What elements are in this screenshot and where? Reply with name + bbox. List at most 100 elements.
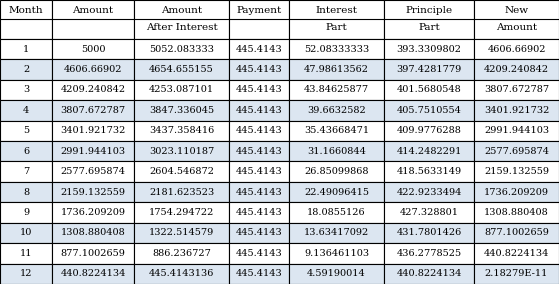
Text: 431.7801426: 431.7801426: [396, 228, 462, 237]
Bar: [229, 202, 289, 223]
Bar: [289, 141, 384, 161]
Bar: [474, 243, 559, 264]
Text: 422.9233494: 422.9233494: [396, 187, 462, 197]
Text: Amount: Amount: [496, 24, 537, 32]
Text: 52.08333333: 52.08333333: [304, 45, 369, 54]
Text: 11: 11: [20, 249, 32, 258]
Text: 2.18279E-11: 2.18279E-11: [485, 269, 548, 278]
Bar: [474, 202, 559, 223]
Bar: [134, 161, 229, 182]
Text: 445.4143: 445.4143: [236, 147, 282, 156]
Text: 397.4281779: 397.4281779: [396, 65, 462, 74]
Text: 2991.944103: 2991.944103: [484, 126, 549, 135]
Bar: [52, 80, 134, 100]
Bar: [0, 100, 52, 120]
Bar: [289, 161, 384, 182]
Bar: [0, 243, 52, 264]
Text: 440.8224134: 440.8224134: [60, 269, 126, 278]
Bar: [474, 264, 559, 284]
Text: 440.8224134: 440.8224134: [396, 269, 462, 278]
Text: 409.9776288: 409.9776288: [396, 126, 461, 135]
Text: Month: Month: [9, 6, 43, 15]
Bar: [0, 161, 52, 182]
Bar: [474, 100, 559, 120]
Text: 2181.623523: 2181.623523: [149, 187, 214, 197]
Bar: [229, 80, 289, 100]
Text: 8: 8: [23, 187, 29, 197]
Bar: [384, 0, 474, 39]
Text: 2604.546872: 2604.546872: [149, 167, 214, 176]
Bar: [52, 120, 134, 141]
Bar: [0, 120, 52, 141]
Text: 13.63417092: 13.63417092: [304, 228, 369, 237]
Text: 2991.944103: 2991.944103: [60, 147, 126, 156]
Text: 7: 7: [23, 167, 29, 176]
Bar: [384, 161, 474, 182]
Text: 393.3309802: 393.3309802: [396, 45, 462, 54]
Bar: [229, 182, 289, 202]
Bar: [52, 0, 134, 39]
Text: 47.98613562: 47.98613562: [304, 65, 369, 74]
Text: 1: 1: [23, 45, 29, 54]
Bar: [474, 120, 559, 141]
Text: 3023.110187: 3023.110187: [149, 147, 214, 156]
Bar: [52, 264, 134, 284]
Text: 445.4143: 445.4143: [236, 167, 282, 176]
Text: 4209.240842: 4209.240842: [60, 85, 126, 94]
Text: 2: 2: [23, 65, 29, 74]
Bar: [384, 39, 474, 59]
Bar: [52, 202, 134, 223]
Bar: [0, 39, 52, 59]
Text: 427.328801: 427.328801: [400, 208, 458, 217]
Bar: [52, 100, 134, 120]
Text: 445.4143: 445.4143: [236, 208, 282, 217]
Text: 3807.672787: 3807.672787: [60, 106, 126, 115]
Bar: [289, 59, 384, 80]
Text: 5: 5: [23, 126, 29, 135]
Bar: [229, 120, 289, 141]
Text: 1308.880408: 1308.880408: [484, 208, 549, 217]
Text: Part: Part: [326, 24, 347, 32]
Text: 414.2482291: 414.2482291: [396, 147, 462, 156]
Bar: [474, 141, 559, 161]
Bar: [0, 223, 52, 243]
Bar: [52, 223, 134, 243]
Bar: [289, 0, 384, 39]
Bar: [52, 59, 134, 80]
Text: 26.85099868: 26.85099868: [304, 167, 369, 176]
Bar: [474, 161, 559, 182]
Bar: [229, 39, 289, 59]
Bar: [134, 223, 229, 243]
Bar: [384, 182, 474, 202]
Bar: [289, 100, 384, 120]
Bar: [474, 223, 559, 243]
Text: 6: 6: [23, 147, 29, 156]
Text: 12: 12: [20, 269, 32, 278]
Bar: [384, 243, 474, 264]
Text: 3847.336045: 3847.336045: [149, 106, 214, 115]
Bar: [474, 39, 559, 59]
Text: After Interest: After Interest: [146, 24, 217, 32]
Text: 877.1002659: 877.1002659: [60, 249, 125, 258]
Bar: [289, 243, 384, 264]
Bar: [384, 223, 474, 243]
Bar: [134, 0, 229, 39]
Bar: [384, 59, 474, 80]
Text: 43.84625877: 43.84625877: [304, 85, 369, 94]
Bar: [134, 39, 229, 59]
Text: 4606.66902: 4606.66902: [487, 45, 546, 54]
Text: 31.1660844: 31.1660844: [307, 147, 366, 156]
Bar: [474, 80, 559, 100]
Text: 445.4143: 445.4143: [236, 249, 282, 258]
Text: 3401.921732: 3401.921732: [484, 106, 549, 115]
Text: 4654.655155: 4654.655155: [149, 65, 214, 74]
Text: 1322.514579: 1322.514579: [149, 228, 214, 237]
Text: 4: 4: [23, 106, 29, 115]
Bar: [0, 182, 52, 202]
Text: 445.4143136: 445.4143136: [149, 269, 214, 278]
Text: 35.43668471: 35.43668471: [304, 126, 369, 135]
Text: 445.4143: 445.4143: [236, 269, 282, 278]
Text: 9: 9: [23, 208, 29, 217]
Text: 2159.132559: 2159.132559: [60, 187, 126, 197]
Bar: [289, 202, 384, 223]
